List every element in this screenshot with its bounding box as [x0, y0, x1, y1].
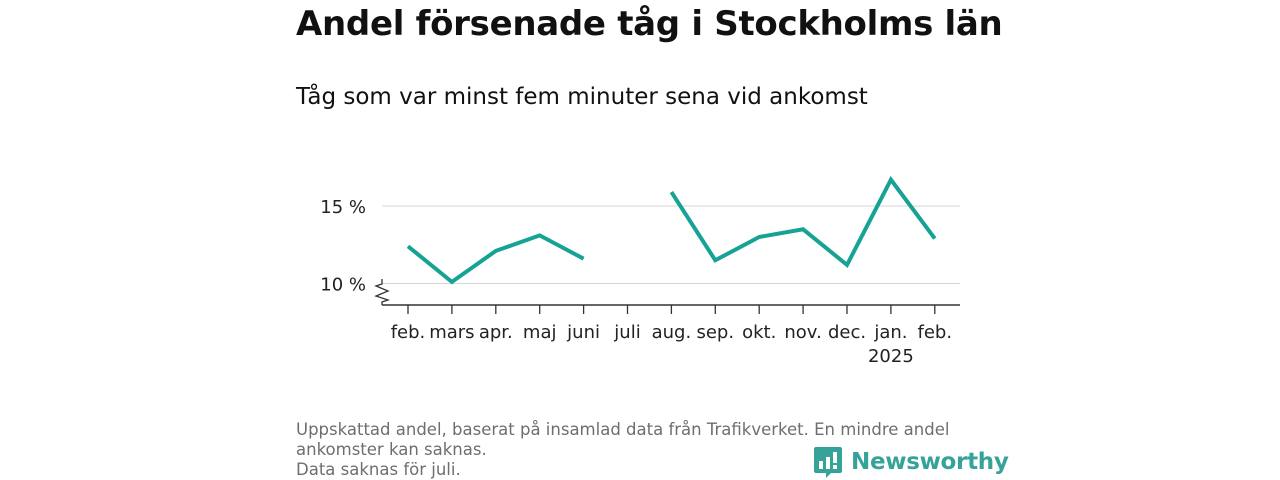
- footnote: Uppskattad andel, baserat på insamlad da…: [296, 420, 986, 480]
- axis-break-mark: [374, 279, 391, 305]
- line-chart: feb. mars apr. maj juni juli aug. sep. okt. nov. d…: [320, 175, 960, 367]
- x-tick-label: okt.: [742, 322, 776, 343]
- footnote-line: Uppskattad andel, baserat på insamlad da…: [296, 420, 950, 439]
- x-tick-label: maj: [523, 322, 557, 343]
- x-tick-label: nov.: [784, 322, 821, 343]
- series-line-segment: [406, 233, 585, 285]
- x-tick-label: dec.: [828, 322, 866, 343]
- x-tick-label: mars: [429, 322, 474, 343]
- chart-subtitle: Tåg som var minst fem minuter sena vid a…: [296, 84, 868, 110]
- x-tick-label: feb.: [918, 322, 953, 343]
- brand-name: Newsworthy: [851, 449, 1009, 475]
- x-tick-label: sep.: [696, 322, 734, 343]
- newsworthy-logo: Newsworthy: [814, 446, 1009, 478]
- series-lines: [406, 175, 937, 285]
- bar-chart-speech-bubble-icon: [814, 447, 842, 478]
- gridlines: [382, 205, 960, 284]
- x-axis: feb. mars apr. maj juni juli aug. sep. okt. nov. d…: [374, 279, 960, 367]
- series-line-segment: [669, 175, 937, 269]
- y-tick-label: 10 %: [320, 275, 366, 296]
- x-tick-label: jan.: [873, 322, 907, 343]
- x-tick-sublabel: 2025: [868, 346, 914, 367]
- y-tick-label: 15 %: [320, 197, 366, 218]
- x-tick-label: aug.: [652, 322, 692, 343]
- x-tick-label: apr.: [479, 322, 513, 343]
- footnote-line: ankomster kan saknas.: [296, 440, 487, 459]
- footnote-line: Data saknas för juli.: [296, 460, 461, 479]
- chart-title: Andel försenade tåg i Stockholms län: [296, 4, 1003, 44]
- x-tick-label: juli: [613, 322, 640, 343]
- x-tick-label: juni: [566, 322, 600, 343]
- y-axis: 10 % 15 %: [320, 197, 366, 296]
- x-tick-label: feb.: [391, 322, 426, 343]
